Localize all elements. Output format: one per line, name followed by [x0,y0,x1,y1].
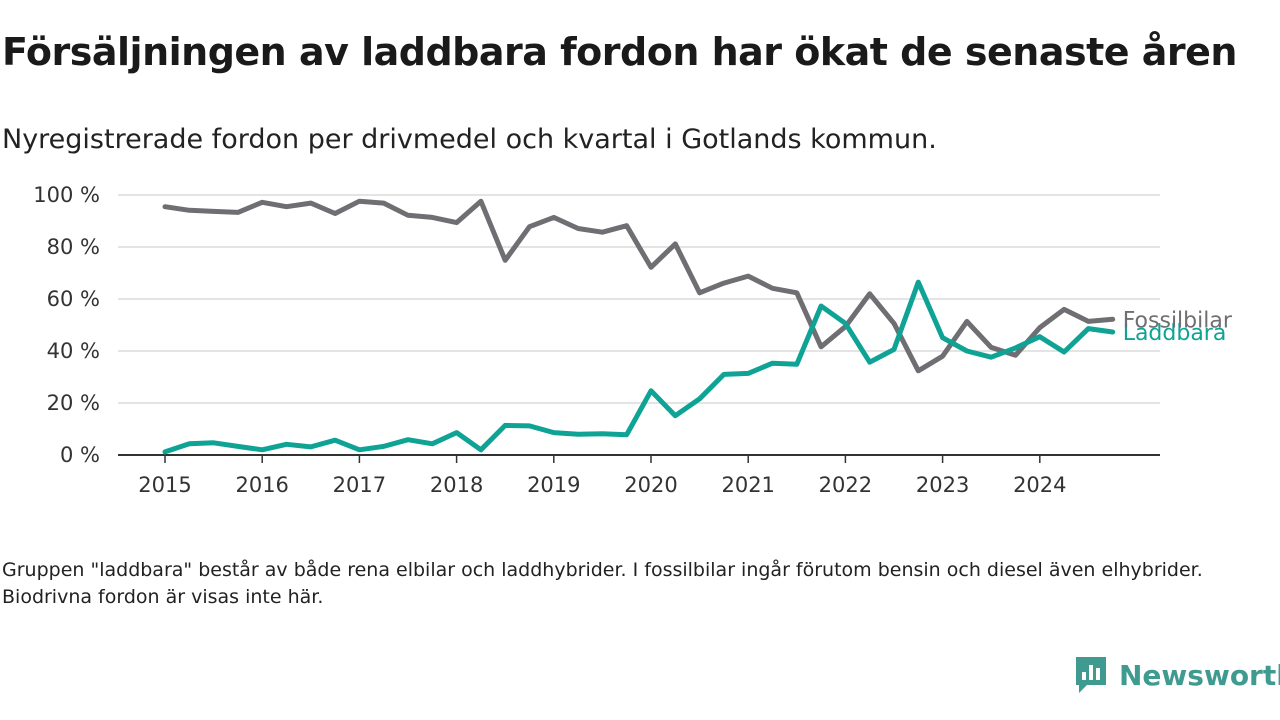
x-tick-label: 2016 [235,473,288,497]
series-lines [162,198,1116,455]
brand-name: Newsworthy [1119,658,1280,692]
x-tick-label: 2024 [1013,473,1066,497]
x-tick-label: 2019 [527,473,580,497]
newsworthy-logo-icon [1076,657,1106,693]
x-axis-ticks: 2015 2016 2017 2018 2019 2020 2021 2022 2023 2024 [138,455,1067,497]
x-tick-label: 2018 [430,473,483,497]
y-tick-label: 20 % [47,391,100,415]
brand-logo[interactable]: Newsworthy [1073,655,1280,695]
y-tick-label: 100 % [33,183,100,207]
series-line-fossilbilar [162,198,1116,374]
y-tick-label: 40 % [47,339,100,363]
x-tick-label: 2020 [624,473,677,497]
chart-subtitle: Nyregistrerade fordon per drivmedel och … [2,124,937,155]
y-tick-label: 60 % [47,287,100,311]
y-tick-label: 80 % [47,235,100,259]
x-tick-label: 2015 [138,473,191,497]
y-tick-label: 0 % [60,443,100,467]
series-label-fossilbilar: Fossilbilar [1123,308,1233,333]
x-tick-label: 2022 [819,473,872,497]
chart-title: Försäljningen av laddbara fordon har öka… [2,30,1237,74]
series-label-laddbara: Laddbara [1123,321,1227,346]
line-chart: 0 %20 %40 %60 %80 %100 % 2015 2016 2017 201… [33,183,1233,497]
x-tick-label: 2023 [916,473,969,497]
footnote: Gruppen "laddbara" består av både rena e… [2,559,1203,608]
x-tick-label: 2017 [333,473,386,497]
y-axis-ticks: 0 % 20 % 40 % 60 % 80 % 100 % [33,183,100,467]
x-tick-label: 2021 [721,473,774,497]
series-line-laddbara [162,279,1116,455]
